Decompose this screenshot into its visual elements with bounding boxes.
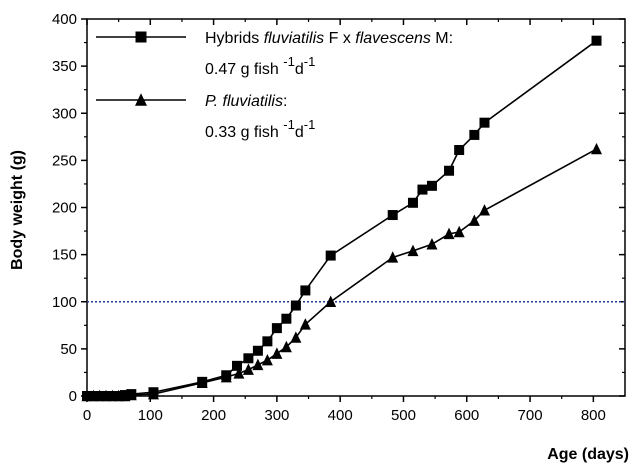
x-tick-label: 200 (201, 407, 226, 424)
data-point (232, 360, 243, 371)
data-point (469, 129, 480, 140)
data-point (290, 331, 302, 343)
rate-exponent: -1 (304, 117, 316, 132)
legend-label-part: F x (324, 30, 355, 47)
y-tick-label: 250 (52, 152, 77, 169)
legend-label-part: Hybrids (205, 30, 264, 47)
data-point (453, 225, 465, 238)
x-tick-label: 400 (328, 407, 353, 424)
legend-item-2: P. fluviatilis:0.33 g fish -1d-1 (96, 93, 315, 141)
data-point (125, 388, 137, 401)
series-1 (82, 35, 602, 401)
data-point (252, 358, 264, 371)
data-point (290, 300, 301, 311)
legend-label: Hybrids fluviatilis F x flavescens M: (205, 30, 453, 47)
rate-unit: d (295, 61, 304, 78)
legend: Hybrids fluviatilis F x flavescens M: 0.4… (96, 30, 453, 141)
data-point (479, 117, 490, 128)
legend-label: P. fluviatilis: (205, 93, 287, 110)
rate-unit: d (295, 124, 304, 141)
data-point (252, 345, 263, 356)
data-point (271, 347, 283, 359)
legend-label-part: fluviatilis (264, 30, 324, 47)
legend-rate: 0.47 g fish -1d-1 (205, 54, 315, 78)
rate-value: 0.47 g fish (205, 61, 283, 78)
data-point (325, 295, 337, 307)
y-tick-label: 200 (52, 200, 77, 217)
data-point (591, 142, 603, 155)
data-point (300, 285, 311, 296)
data-point (426, 238, 438, 250)
y-tick-label: 50 (60, 341, 77, 358)
y-tick-label: 400 (52, 11, 77, 28)
data-point (262, 336, 273, 347)
legend-label-part: flavescens (355, 30, 431, 47)
data-point (468, 214, 480, 226)
data-point (242, 363, 254, 375)
x-tick-label: 700 (518, 407, 543, 424)
data-point (454, 145, 465, 156)
legend-marker (135, 31, 147, 43)
data-point (426, 180, 437, 191)
y-tick-label: 150 (52, 247, 77, 264)
x-tick-label: 500 (391, 407, 416, 424)
data-point (196, 376, 208, 389)
data-point (407, 197, 418, 208)
x-axis-title: Age (days) (547, 446, 629, 463)
data-point (407, 244, 419, 257)
data-point (261, 353, 273, 366)
rate-exponent: -1 (304, 54, 316, 69)
data-point (591, 35, 602, 46)
data-point (443, 227, 455, 240)
axes: 0 100 200 300 400 500 600 700 800 0 50 100 150 200 250… (52, 11, 626, 424)
rate-exponent: -1 (283, 54, 295, 69)
rate-exponent: -1 (283, 117, 295, 132)
data-point (325, 250, 336, 261)
series-2 (81, 142, 603, 402)
data-point (299, 318, 311, 330)
data-point (220, 370, 232, 383)
plot-frame (86, 18, 626, 397)
data-point (387, 251, 399, 263)
data-point (147, 387, 159, 400)
legend-rate: 0.33 g fish -1d-1 (205, 117, 315, 141)
data-point (387, 210, 398, 221)
series-line (87, 148, 597, 397)
y-tick-label: 100 (52, 294, 77, 311)
legend-label-part: : (283, 93, 287, 110)
x-tick-label: 0 (83, 407, 91, 424)
y-tick-label: 350 (52, 58, 77, 75)
x-tick-label: 600 (454, 407, 479, 424)
y-axis-title: Body weight (g) (9, 150, 26, 270)
data-point (281, 313, 292, 324)
x-tick-label: 100 (138, 407, 163, 424)
x-tick-label: 300 (264, 407, 289, 424)
legend-marker (135, 93, 147, 106)
data-point (243, 353, 254, 364)
legend-label-part: P. fluviatilis (205, 93, 283, 110)
y-tick-label: 0 (69, 388, 77, 405)
data-point (478, 204, 490, 216)
data-point (233, 367, 245, 379)
legend-item-1: Hybrids fluviatilis F x flavescens M: 0.4… (96, 30, 453, 78)
legend-label-part: M: (431, 30, 453, 47)
data-point (417, 184, 428, 195)
data-point (444, 165, 455, 176)
series-line (87, 40, 597, 397)
rate-value: 0.33 g fish (205, 124, 283, 141)
x-tick-label: 800 (581, 407, 606, 424)
y-tick-label: 300 (52, 105, 77, 122)
data-point (280, 340, 292, 353)
data-point (271, 323, 282, 334)
series-layer (81, 35, 603, 402)
